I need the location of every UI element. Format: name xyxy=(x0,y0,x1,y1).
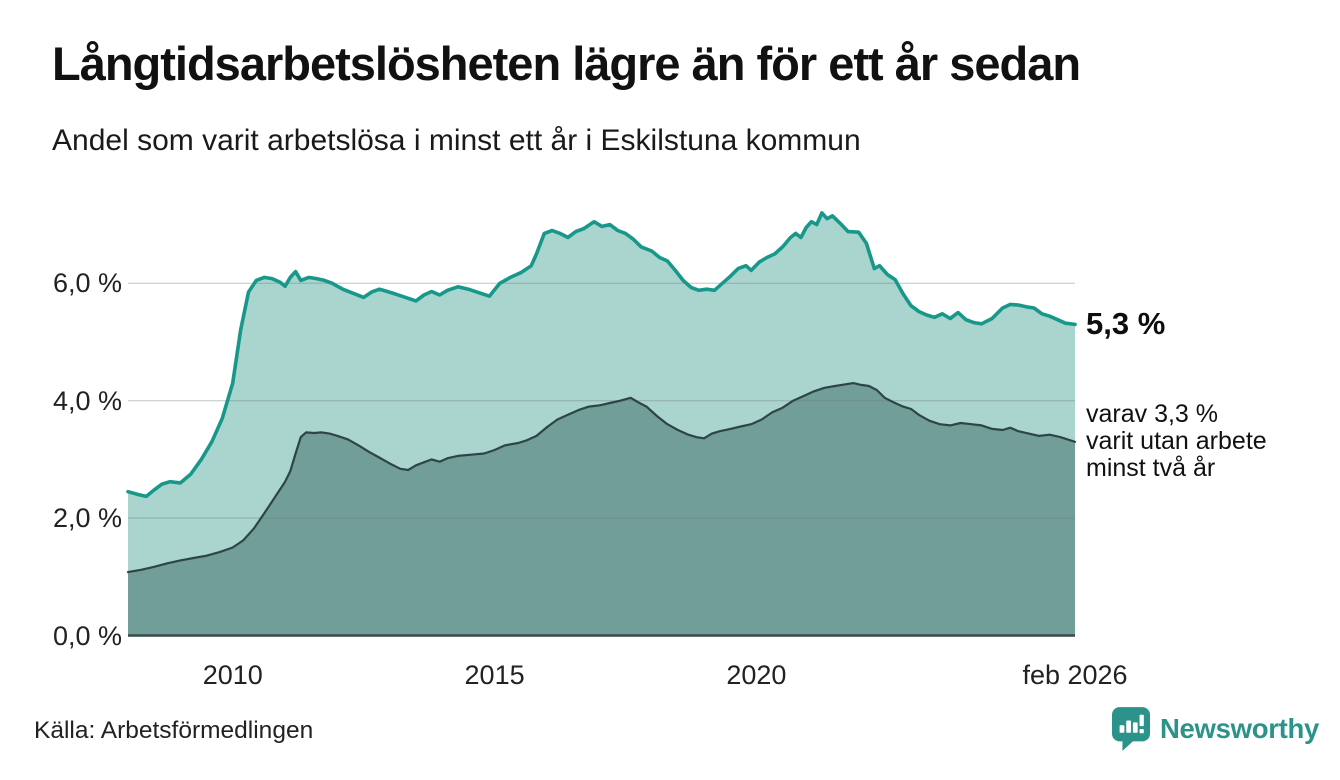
chart-title: Långtidsarbetslösheten lägre än för ett … xyxy=(52,37,1081,90)
x-axis-label: feb 2026 xyxy=(1022,660,1128,690)
y-axis-label: 0,0 % xyxy=(52,620,122,651)
newsworthy-logo-icon xyxy=(1112,707,1150,751)
series-end-label-secondary-line2: varit utan arbete xyxy=(1086,427,1267,455)
area-fill-secondary xyxy=(128,383,1075,636)
chart-subtitle: Andel som varit arbetslösa i minst ett å… xyxy=(52,124,861,157)
x-axis-label: 2020 xyxy=(726,660,787,690)
newsworthy-logo[interactable]: Newsworthy xyxy=(1112,707,1319,751)
x-axis-label: 2015 xyxy=(464,660,525,690)
series-line-primary xyxy=(126,211,1077,499)
x-axis-label: 2010 xyxy=(202,660,263,690)
source-attribution: Källa: Arbetsförmedlingen xyxy=(34,717,314,744)
series-line-secondary xyxy=(126,382,1077,574)
newsworthy-logo-text: Newsworthy xyxy=(1160,713,1319,744)
series-end-label-secondary: varav 3,3 % varit utan arbete minst två … xyxy=(1086,401,1267,482)
y-axis-label: 2,0 % xyxy=(52,503,122,534)
series-end-label-secondary-line3: minst två år xyxy=(1086,454,1216,482)
series-end-value-primary: 5,3 % xyxy=(1086,306,1166,341)
series-end-label-secondary-line1: varav 3,3 % xyxy=(1086,400,1219,428)
y-axis-label: 6,0 % xyxy=(52,268,122,299)
y-axis-label: 4,0 % xyxy=(52,385,122,416)
